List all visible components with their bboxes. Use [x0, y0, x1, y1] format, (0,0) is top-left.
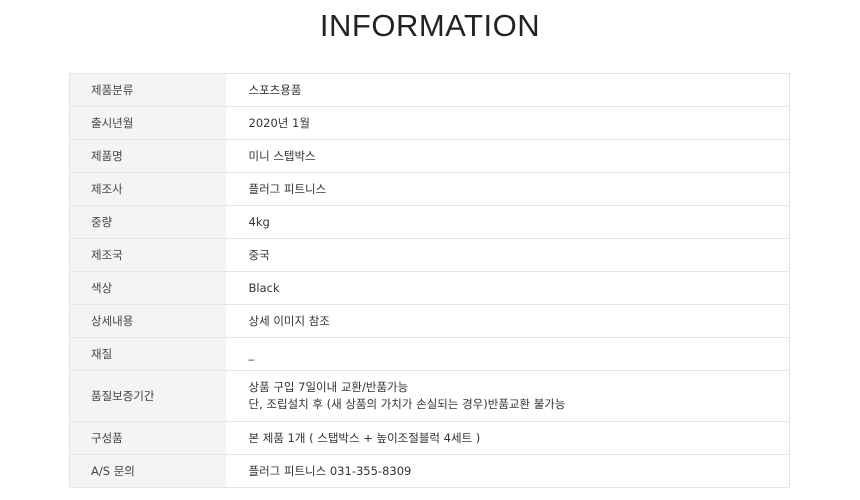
info-label: 제품분류 [69, 73, 226, 107]
info-value-line: Black [248, 280, 280, 295]
info-value-line: 2020년 1월 [248, 115, 310, 130]
info-value-line: 4kg [248, 214, 270, 229]
info-row: A/S 문의 플러그 피트니스 031-355-8309 [69, 454, 790, 488]
page-title: INFORMATION [319, 8, 541, 43]
info-value-line: 단, 조립설치 후 (새 상품의 가치가 손실되는 경우)반품교환 불가능 [248, 397, 566, 411]
info-value: 4kg [225, 205, 790, 239]
info-row: 재질 _ [69, 337, 790, 371]
info-label: 상세내용 [69, 304, 226, 338]
info-row: 제조국 중국 [69, 238, 790, 272]
info-label: 품질보증기간 [69, 370, 226, 422]
info-label: 색상 [69, 271, 226, 305]
info-value-line: 상품 구입 7일이내 교환/반품가능 [248, 380, 409, 394]
info-value-line: 본 제품 1개 ( 스탭박스 + 높이조절블럭 4세트 ) [248, 430, 481, 445]
info-value-line: 중국 [248, 247, 270, 262]
info-label: 재질 [69, 337, 226, 371]
info-row: 제품분류 스포츠용품 [69, 73, 790, 107]
info-row: 상세내용 상세 이미지 참조 [69, 304, 790, 338]
info-label: 제조국 [69, 238, 226, 272]
info-value: 미니 스텝박스 [225, 139, 790, 173]
info-value-line: 플러그 피트니스 [248, 181, 327, 196]
info-label: 중량 [69, 205, 226, 239]
info-value: _ [225, 337, 790, 371]
info-label: 출시년월 [69, 106, 226, 140]
info-value-line: 상세 이미지 참조 [248, 313, 330, 328]
info-value-line: _ [248, 346, 255, 361]
product-info-table: 제품분류 스포츠용품 출시년월 2020년 1월 제품명 미니 스텝박스 제조사 플러그 피트… [69, 73, 790, 488]
info-row: 색상 Black [69, 271, 790, 305]
info-value-line: 플러그 피트니스 031-355-8309 [248, 463, 412, 478]
info-value: 상세 이미지 참조 [225, 304, 790, 338]
info-label: A/S 문의 [69, 454, 226, 488]
info-row: 출시년월 2020년 1월 [69, 106, 790, 140]
info-value: 스포츠용품 [225, 73, 790, 107]
info-label: 제품명 [69, 139, 226, 173]
info-row: 제조사 플러그 피트니스 [69, 172, 790, 206]
info-row: 구성품 본 제품 1개 ( 스탭박스 + 높이조절블럭 4세트 ) [69, 421, 790, 455]
info-value: 본 제품 1개 ( 스탭박스 + 높이조절블럭 4세트 ) [225, 421, 790, 455]
info-value: 2020년 1월 [225, 106, 790, 140]
info-value-line: 미니 스텝박스 [248, 148, 316, 163]
info-value: 플러그 피트니스 031-355-8309 [225, 454, 790, 488]
info-value: Black [225, 271, 790, 305]
info-label: 제조사 [69, 172, 226, 206]
info-row: 품질보증기간 상품 구입 7일이내 교환/반품가능 단, 조립설치 후 (새 상품의… [69, 370, 790, 422]
info-value-line: 스포츠용품 [248, 82, 302, 97]
info-value: 플러그 피트니스 [225, 172, 790, 206]
info-row: 제품명 미니 스텝박스 [69, 139, 790, 173]
info-value: 중국 [225, 238, 790, 272]
info-label: 구성품 [69, 421, 226, 455]
info-row: 중량 4kg [69, 205, 790, 239]
